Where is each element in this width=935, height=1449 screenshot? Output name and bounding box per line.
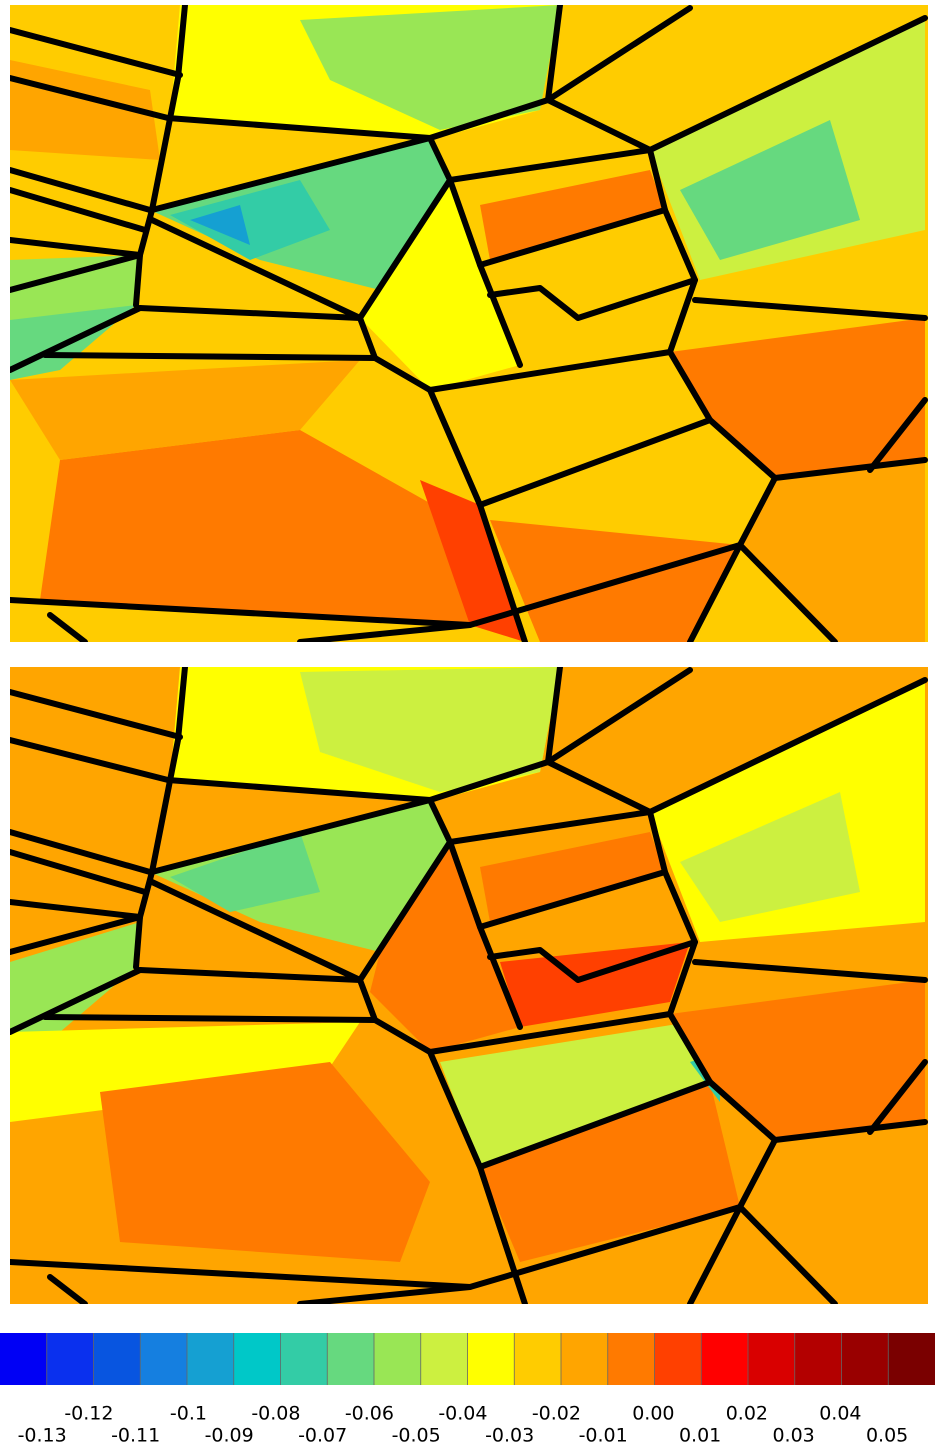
colorbar: -0.13-0.12-0.11-0.1-0.09-0.08-0.07-0.06-… bbox=[0, 1333, 935, 1447]
colorbar-bin bbox=[187, 1333, 235, 1385]
tick-label: 0.05 bbox=[866, 1425, 908, 1447]
colorbar-bin bbox=[888, 1333, 935, 1385]
colorbar-bin bbox=[514, 1333, 562, 1385]
colorbar-bin bbox=[280, 1333, 328, 1385]
tick-label: -0.06 bbox=[345, 1403, 394, 1425]
tick-label: -0.04 bbox=[438, 1403, 487, 1425]
tick-label: -0.09 bbox=[205, 1425, 254, 1447]
colorbar-bin bbox=[140, 1333, 188, 1385]
tick-label: -0.11 bbox=[111, 1425, 160, 1447]
tick-label: 0.03 bbox=[772, 1425, 814, 1447]
colorbar-bin bbox=[841, 1333, 889, 1385]
tick-label: -0.05 bbox=[392, 1425, 441, 1447]
colorbar-bin bbox=[374, 1333, 422, 1385]
colorbar-bin bbox=[46, 1333, 94, 1385]
tick-label: -0.07 bbox=[298, 1425, 347, 1447]
tick-label: -0.02 bbox=[532, 1403, 581, 1425]
colorbar-bin bbox=[794, 1333, 842, 1385]
tick-label: 0.00 bbox=[632, 1403, 674, 1425]
colorbar-bin bbox=[420, 1333, 468, 1385]
map-top bbox=[10, 5, 928, 642]
colorbar-bin bbox=[233, 1333, 281, 1385]
tick-label: -0.1 bbox=[170, 1403, 207, 1425]
tick-label: -0.08 bbox=[251, 1403, 300, 1425]
colorbar-bin bbox=[467, 1333, 515, 1385]
tick-label: -0.01 bbox=[579, 1425, 628, 1447]
colorbar-bin bbox=[0, 1333, 48, 1385]
tick-label: -0.13 bbox=[18, 1425, 67, 1447]
colorbar-bin bbox=[327, 1333, 375, 1385]
map-bottom bbox=[10, 667, 928, 1304]
colorbar-bin bbox=[607, 1333, 655, 1385]
tick-label: 0.04 bbox=[819, 1403, 861, 1425]
tick-label: 0.01 bbox=[679, 1425, 721, 1447]
colorbar-bin bbox=[561, 1333, 609, 1385]
tick-label: -0.03 bbox=[485, 1425, 534, 1447]
colorbar-bin bbox=[654, 1333, 702, 1385]
tick-label: 0.02 bbox=[726, 1403, 768, 1425]
tick-label: -0.12 bbox=[64, 1403, 113, 1425]
colorbar-bin bbox=[701, 1333, 749, 1385]
colorbar-bin bbox=[748, 1333, 796, 1385]
colorbar-bin bbox=[93, 1333, 141, 1385]
